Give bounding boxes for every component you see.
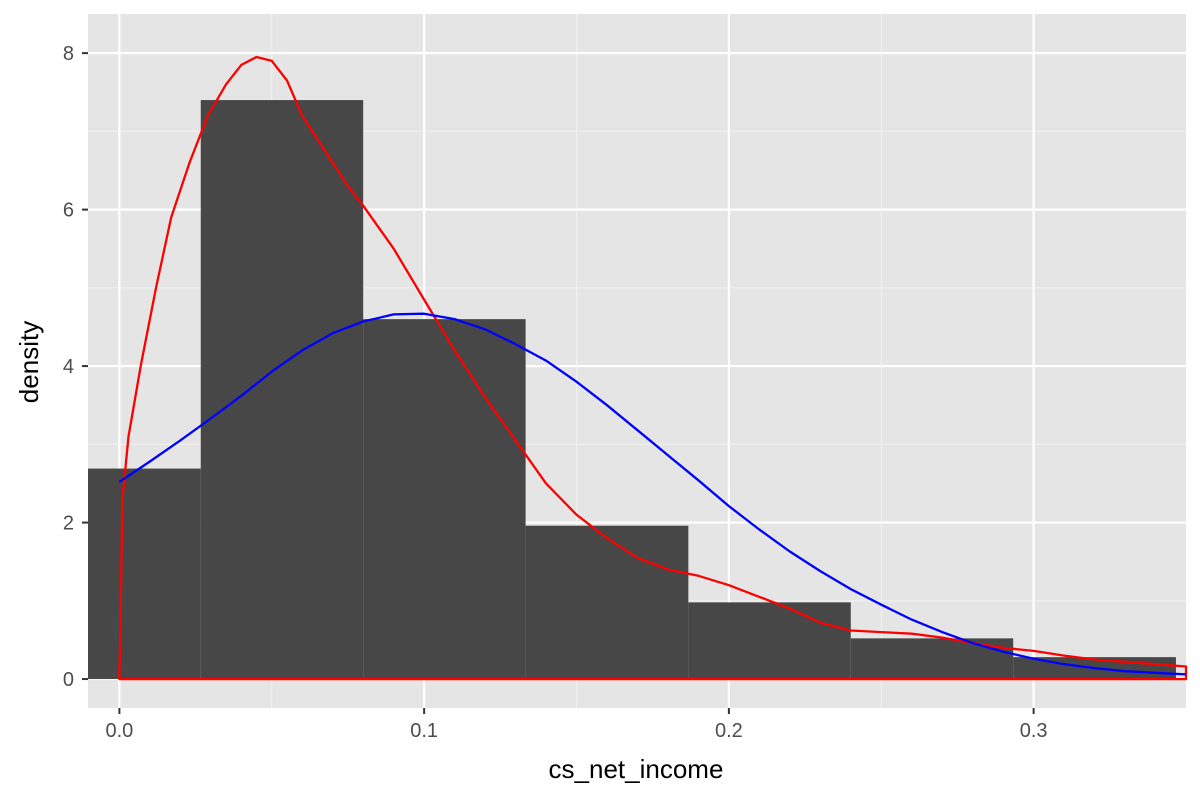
y-axis-title: density — [14, 321, 44, 403]
histogram-bar — [363, 319, 526, 680]
y-tick-label: 4 — [63, 356, 74, 378]
y-tick-label: 0 — [63, 669, 74, 691]
histogram-bar — [525, 525, 689, 680]
density-curve-blue — [118, 312, 1187, 676]
y-tick-label: 2 — [63, 513, 74, 535]
major-gridlines — [88, 14, 1186, 708]
x-tick-label: 0.3 — [1020, 720, 1048, 742]
histogram-bar — [688, 602, 851, 680]
y-axis: 0 2 4 6 8 — [63, 43, 88, 691]
density-curve-red — [118, 55, 1188, 681]
y-tick-label: 8 — [63, 43, 74, 65]
density-curves — [118, 55, 1188, 681]
x-axis: 0.0 0.1 0.2 0.3 — [105, 708, 1048, 742]
y-tick-label: 6 — [63, 200, 74, 222]
x-tick-label: 0.2 — [715, 720, 743, 742]
histogram-bar — [88, 468, 201, 680]
histogram-bar — [200, 100, 364, 680]
x-tick-label: 0.0 — [105, 720, 133, 742]
x-axis-title: cs_net_income — [549, 754, 724, 784]
x-tick-label: 0.1 — [410, 720, 438, 742]
